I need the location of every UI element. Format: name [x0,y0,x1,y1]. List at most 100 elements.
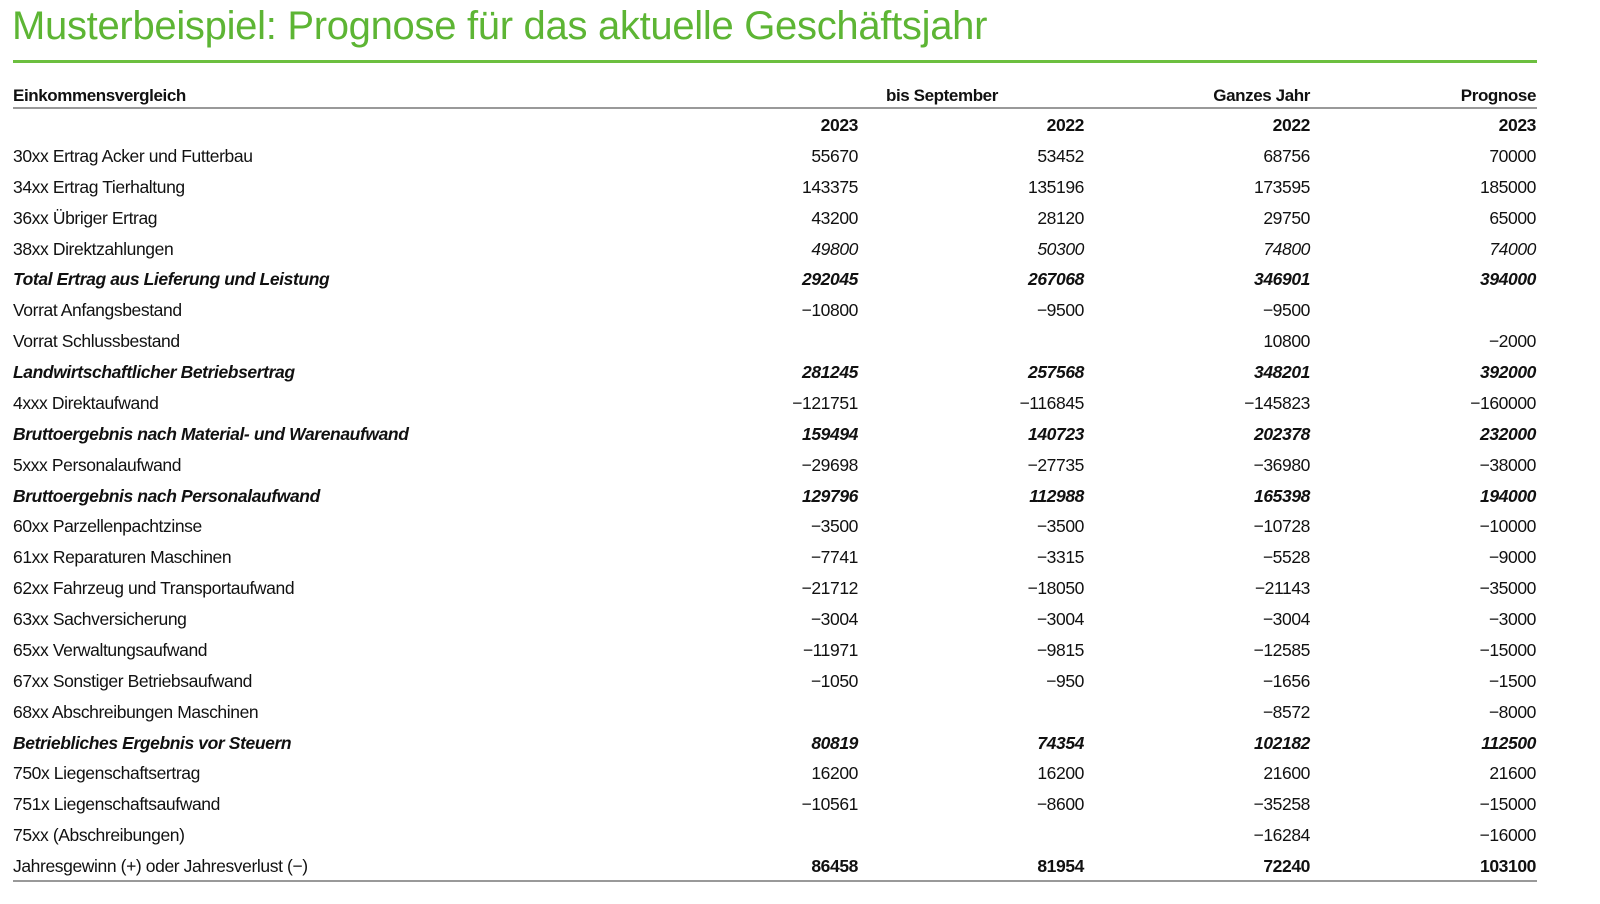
row-value: 348201 [1254,362,1310,383]
year-cell: 2022 [1046,115,1085,135]
row-value: −3500 [810,516,859,537]
row-value: 135196 [1028,176,1084,197]
row-label: 5xxx Personalaufwand [13,454,182,475]
row-value: 53452 [1037,146,1084,166]
table-row: 67xx Sonstiger Betriebsaufwand −1050 −950 −… [0,666,1600,696]
table-row: 30xx Ertrag Acker und Futterbau 55670 5345… [0,141,1600,171]
row-value: 86458 [811,856,858,876]
table-row: 60xx Parzellenpachtzinse −3500 −3500 −10728… [0,511,1600,541]
table-row: 5xxx Personalaufwand −29698 −27735 −36980 −3… [0,450,1600,480]
page-title: Musterbeispiel: Prognose für das aktuell… [12,4,988,48]
row-value: 68756 [1263,146,1310,166]
table-row: 34xx Ertrag Tierhaltung 143375 135196 17359… [0,172,1600,202]
row-value: 165398 [1254,485,1310,506]
row-value: −3000 [1488,609,1537,630]
row-value: −35258 [1253,794,1311,815]
header-ganzes-jahr: Ganzes Jahr [1213,86,1310,105]
row-value: −3004 [1262,609,1311,630]
row-value: −10561 [801,794,859,815]
row-label: Betriebliches Ergebnis vor Steuern [13,732,292,753]
row-label: 65xx Verwaltungsaufwand [13,639,208,660]
row-value: 103100 [1480,856,1536,876]
table-row: Total Ertrag aus Lieferung und Leistung 2… [0,264,1600,294]
table-row: Vorrat Anfangsbestand −10800 −9500 −9500 [0,295,1600,325]
table-row: 751x Liegenschaftsaufwand −10561 −8600 −352… [0,789,1600,819]
row-label: 34xx Ertrag Tierhaltung [13,176,185,197]
row-value: −3315 [1036,547,1085,568]
row-value: 43200 [811,207,858,228]
row-value: −160000 [1470,392,1536,413]
row-value: −3004 [1036,609,1085,630]
table-row: 38xx Direktzahlungen 49800 50300 74800 74000 [0,234,1600,264]
row-value: −3004 [810,609,859,630]
row-label: Landwirtschaftlicher Betriebsertrag [13,362,295,383]
row-value: −21712 [801,578,859,599]
row-label: 61xx Reparaturen Maschinen [13,547,232,568]
row-value: 50300 [1037,238,1084,259]
row-label: 63xx Sachversicherung [13,609,187,630]
row-value: −121751 [792,392,858,413]
row-value: 72240 [1263,856,1310,876]
row-value: −5528 [1262,547,1311,568]
row-value: 102182 [1254,732,1310,753]
row-value: 80819 [811,732,858,753]
table-row: 63xx Sachversicherung −3004 −3004 −3004 −300… [0,604,1600,634]
row-value: 202378 [1254,423,1310,444]
row-value: 194000 [1480,485,1536,506]
row-value: 346901 [1254,269,1310,290]
row-value: 185000 [1480,176,1536,197]
row-value: 21600 [1489,763,1536,784]
row-value: 232000 [1480,423,1536,444]
row-value: 70000 [1489,146,1536,166]
row-value: −9500 [1036,300,1085,321]
row-value: −15000 [1479,639,1537,660]
table-row: Landwirtschaftlicher Betriebsertrag 28124… [0,357,1600,387]
row-value: −1050 [810,670,859,691]
header-label: Einkommensvergleich [13,86,186,105]
row-value: −8000 [1488,701,1537,722]
row-value: 112500 [1481,732,1536,753]
row-value: 129796 [802,485,858,506]
row-value: −16000 [1479,825,1537,846]
row-value: −35000 [1479,578,1537,599]
row-value: −10000 [1479,516,1537,537]
row-value: 281245 [802,362,858,383]
row-label: 38xx Direktzahlungen [13,238,174,259]
table-row: 65xx Verwaltungsaufwand −11971 −9815 −12585… [0,635,1600,665]
row-label: 36xx Übriger Ertrag [13,207,158,228]
row-label: 4xxx Direktaufwand [13,392,159,413]
row-value: 49800 [811,238,858,259]
row-value: 29750 [1263,207,1310,228]
row-label: 75xx (Abschreibungen) [13,825,185,846]
header-bis-september: bis September [886,86,998,105]
year-cell: 2022 [1272,115,1311,135]
header-rule [13,107,1537,109]
year-row: 2023 2022 2022 2023 [0,110,1600,140]
row-value: −18050 [1027,578,1085,599]
row-value: −11971 [802,639,859,660]
table-row: Bruttoergebnis nach Material- und Warena… [0,419,1600,449]
row-value: −27735 [1027,454,1085,475]
row-label: 750x Liegenschaftsertrag [13,763,200,784]
table-row: Jahresgewinn (+) oder Jahresverlust (−) 8… [0,851,1600,881]
bottom-rule [13,880,1537,882]
row-value: 21600 [1263,763,1310,784]
row-value: 65000 [1489,207,1536,228]
row-value: 140723 [1028,423,1084,444]
table-row: 4xxx Direktaufwand −121751 −116845 −145823 −… [0,388,1600,418]
row-value: 112988 [1029,485,1084,506]
row-value: −7741 [810,547,859,568]
row-value: 267068 [1028,269,1084,290]
row-value: 74354 [1037,732,1084,753]
row-value: 392000 [1480,362,1536,383]
row-label: Jahresgewinn (+) oder Jahresverlust (−) [13,856,308,876]
row-value: −1656 [1262,670,1311,691]
row-label: 62xx Fahrzeug und Transportaufwand [13,578,295,599]
row-value: −8600 [1036,794,1085,815]
table-row: 62xx Fahrzeug und Transportaufwand −21712… [0,573,1600,603]
row-value: −950 [1046,670,1084,691]
row-value: 74800 [1263,238,1310,259]
title-rule [13,60,1537,63]
row-value: −9815 [1036,639,1085,660]
row-label: 30xx Ertrag Acker und Futterbau [13,146,253,166]
